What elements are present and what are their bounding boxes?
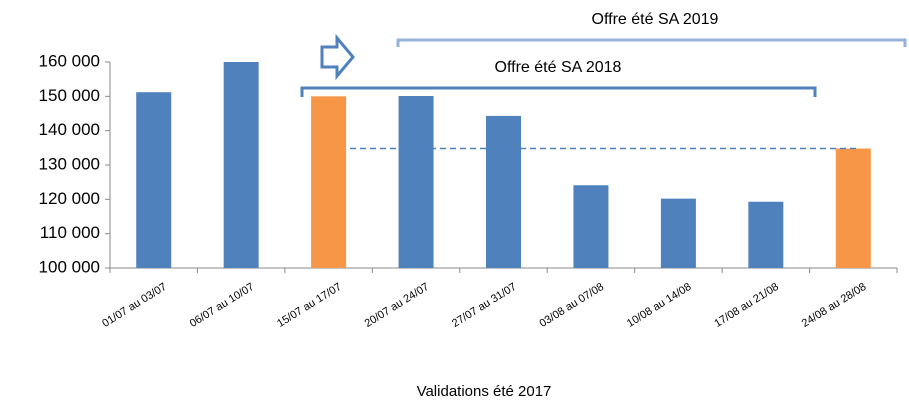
x-tick-label: 03/08 au 07/08 bbox=[537, 281, 606, 330]
x-tick-label: 01/07 au 03/07 bbox=[100, 281, 169, 330]
x-tick-label: 06/07 au 10/07 bbox=[188, 281, 257, 330]
y-tick-label: 140 000 bbox=[39, 120, 100, 139]
x-tick-label: 17/08 au 21/08 bbox=[712, 281, 781, 330]
bar bbox=[748, 201, 784, 268]
bracket-2019 bbox=[396, 38, 907, 47]
bar bbox=[311, 96, 347, 268]
x-tick-label: 15/07 au 17/07 bbox=[275, 281, 344, 330]
y-tick-label: 160 000 bbox=[39, 51, 100, 70]
y-tick-label: 130 000 bbox=[39, 154, 100, 173]
bracket-2018 bbox=[300, 86, 817, 97]
annotation: Offre été SA 2019 bbox=[592, 11, 719, 28]
bar bbox=[660, 198, 696, 268]
y-tick-label: 110 000 bbox=[40, 223, 100, 242]
y-tick-label: 100 000 bbox=[39, 257, 100, 276]
y-tick-label: 150 000 bbox=[39, 86, 100, 105]
x-axis-title: Validations été 2017 bbox=[417, 383, 552, 400]
bar bbox=[486, 115, 521, 268]
arrow-icon bbox=[320, 33, 355, 81]
y-tick-label: 120 000 bbox=[39, 189, 100, 208]
x-tick-label: 27/07 au 31/07 bbox=[450, 281, 519, 330]
bar bbox=[136, 92, 172, 268]
bar bbox=[223, 62, 259, 268]
x-tick-label: 20/07 au 24/07 bbox=[363, 281, 432, 330]
annotation: Offre été SA 2018 bbox=[495, 59, 622, 76]
bar bbox=[573, 185, 609, 268]
bar bbox=[398, 95, 434, 269]
x-tick-label: 10/08 au 14/08 bbox=[625, 281, 694, 330]
bar bbox=[835, 148, 871, 268]
x-tick-label: 24/08 au 28/08 bbox=[800, 281, 869, 330]
